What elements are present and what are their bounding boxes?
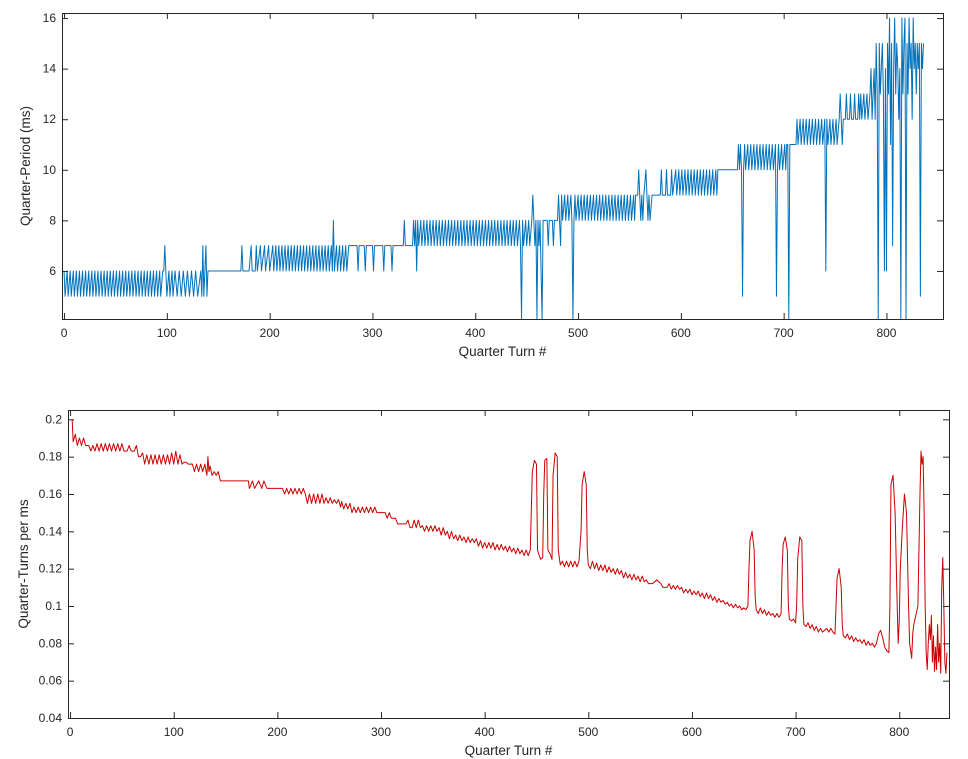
y-tick-label: 0.08 [39,636,63,650]
x-axis-label: Quarter Turn # [459,344,547,359]
x-tick-label: 400 [465,326,485,340]
x-tick-label: 0 [67,725,74,739]
y-tick-label: 0.18 [39,450,63,464]
x-tick-label: 700 [786,725,806,739]
series-line-1 [63,17,924,319]
x-tick-label: 100 [164,725,184,739]
chart-1: 0 100 200 300 400 500 600 700 800 6 8 10 12 14 16 Quart… [18,11,944,359]
x-tick-label: 600 [671,326,691,340]
y-tick-label: 12 [43,112,57,126]
series-line-1 [71,419,948,674]
x-tick-label: 500 [568,326,588,340]
x-axis-label: Quarter Turn # [465,743,553,758]
x-tick-label: 600 [682,725,702,739]
y-tick-label: 14 [43,62,57,76]
x-tick-label: 200 [267,725,287,739]
y-tick-label: 0.2 [45,412,62,426]
y-axis-label: Quarter-Period (ms) [18,106,33,226]
y-tick-label: 0.14 [39,524,63,538]
x-tick-label: 0 [61,326,68,340]
x-tick-label: 300 [362,326,382,340]
axes-box [62,13,944,320]
x-tick-label: 200 [260,326,280,340]
y-tick-label: 16 [43,11,57,25]
x-tick-label: 300 [371,725,391,739]
y-tick-label: 0.06 [39,674,63,688]
axes-box [68,410,950,719]
y-tick-label: 6 [49,264,56,278]
y-tick-label: 0.12 [39,562,63,576]
y-tick-label: 10 [43,163,57,177]
y-tick-label: 0.1 [45,599,62,613]
chart-2: 0 100 200 300 400 500 600 700 800 0.04 0.06 0.08 0.1… [16,410,950,758]
x-tick-label: 800 [876,326,896,340]
x-tick-label: 500 [578,725,598,739]
y-tick-label: 0.16 [39,487,63,501]
x-tick-label: 700 [774,326,794,340]
y-tick-label: 8 [49,213,56,227]
x-tick-label: 100 [157,326,177,340]
y-axis-label: Quarter-Turns per ms [16,499,31,629]
y-tick-label: 0.04 [39,711,63,725]
x-tick-label: 800 [889,725,909,739]
x-tick-label: 400 [475,725,495,739]
